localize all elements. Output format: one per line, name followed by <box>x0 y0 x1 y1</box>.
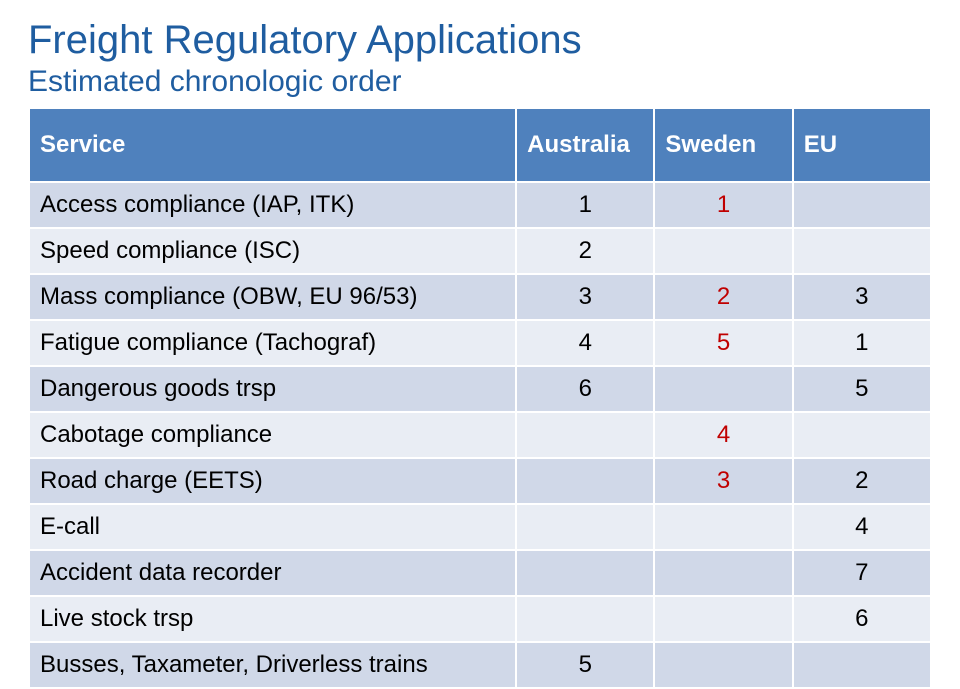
cell-australia <box>516 504 654 550</box>
cell-eu: 2 <box>793 458 931 504</box>
table-row: Road charge (EETS) 32 <box>29 458 931 504</box>
table-body: Access compliance (IAP, ITK)11Speed comp… <box>29 182 931 688</box>
table-row: Speed compliance (ISC)2 <box>29 228 931 274</box>
cell-service: Fatigue compliance (Tachograf) <box>29 320 516 366</box>
cell-sweden <box>654 596 792 642</box>
cell-australia: 4 <box>516 320 654 366</box>
cell-service: Cabotage compliance <box>29 412 516 458</box>
cell-service: Mass compliance (OBW, EU 96/53) <box>29 274 516 320</box>
cell-service: Access compliance (IAP, ITK) <box>29 182 516 228</box>
page-subtitle: Estimated chronologic order <box>28 65 932 99</box>
cell-service: Speed compliance (ISC) <box>29 228 516 274</box>
cell-service: Busses, Taxameter, Driverless trains <box>29 642 516 688</box>
cell-sweden: 1 <box>654 182 792 228</box>
table-row: Access compliance (IAP, ITK)11 <box>29 182 931 228</box>
cell-sweden <box>654 550 792 596</box>
col-header-sweden: Sweden <box>654 108 792 182</box>
table-row: Accident data recorder 7 <box>29 550 931 596</box>
cell-sweden: 2 <box>654 274 792 320</box>
cell-service: Dangerous goods trsp <box>29 366 516 412</box>
cell-eu <box>793 228 931 274</box>
cell-eu: 7 <box>793 550 931 596</box>
cell-eu <box>793 642 931 688</box>
cell-service: Live stock trsp <box>29 596 516 642</box>
col-header-eu: EU <box>793 108 931 182</box>
page-title: Freight Regulatory Applications <box>28 18 932 63</box>
table-row: E-call 4 <box>29 504 931 550</box>
cell-service: Accident data recorder <box>29 550 516 596</box>
table-row: Live stock trsp 6 <box>29 596 931 642</box>
cell-eu <box>793 412 931 458</box>
cell-sweden: 4 <box>654 412 792 458</box>
cell-service: Road charge (EETS) <box>29 458 516 504</box>
col-header-australia: Australia <box>516 108 654 182</box>
table-header-row: Service Australia Sweden EU <box>29 108 931 182</box>
table-row: Mass compliance (OBW, EU 96/53)323 <box>29 274 931 320</box>
cell-eu: 3 <box>793 274 931 320</box>
cell-eu: 6 <box>793 596 931 642</box>
cell-sweden: 5 <box>654 320 792 366</box>
cell-service: E-call <box>29 504 516 550</box>
cell-sweden <box>654 228 792 274</box>
cell-sweden <box>654 366 792 412</box>
cell-australia <box>516 458 654 504</box>
cell-australia <box>516 412 654 458</box>
table-row: Cabotage compliance 4 <box>29 412 931 458</box>
cell-eu <box>793 182 931 228</box>
cell-australia: 2 <box>516 228 654 274</box>
cell-sweden: 3 <box>654 458 792 504</box>
cell-australia <box>516 596 654 642</box>
cell-australia <box>516 550 654 596</box>
table-row: Dangerous goods trsp6 5 <box>29 366 931 412</box>
cell-australia: 5 <box>516 642 654 688</box>
col-header-service: Service <box>29 108 516 182</box>
cell-sweden <box>654 642 792 688</box>
table-row: Busses, Taxameter, Driverless trains5 <box>29 642 931 688</box>
cell-eu: 1 <box>793 320 931 366</box>
cell-australia: 6 <box>516 366 654 412</box>
cell-eu: 4 <box>793 504 931 550</box>
cell-australia: 1 <box>516 182 654 228</box>
cell-australia: 3 <box>516 274 654 320</box>
cell-sweden <box>654 504 792 550</box>
cell-eu: 5 <box>793 366 931 412</box>
table-row: Fatigue compliance (Tachograf)451 <box>29 320 931 366</box>
regulatory-table: Service Australia Sweden EU Access compl… <box>28 107 932 689</box>
